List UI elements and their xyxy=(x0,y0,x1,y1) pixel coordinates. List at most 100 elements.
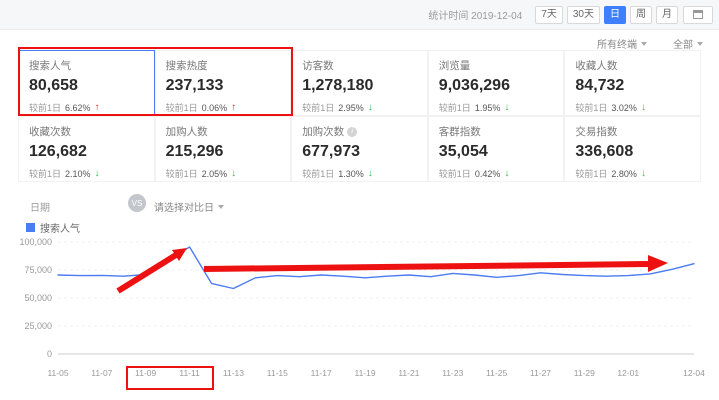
range-button-group: 7天 30天日周月 xyxy=(535,5,678,24)
metric-compare: 较前1日 1.95% ↓ xyxy=(438,102,510,113)
y-axis-tick-label: 100,000 xyxy=(19,237,52,247)
range-button-0[interactable]: 7天 xyxy=(535,5,563,24)
vs-badge: VS xyxy=(128,194,146,212)
series-line xyxy=(57,246,695,290)
down-arrow-icon: ↓ xyxy=(367,168,373,179)
metric-card-9[interactable]: 交易指数 336,608 较前1日 2.80% ↓ xyxy=(564,116,701,182)
range-button-2[interactable]: 日 xyxy=(604,5,626,24)
metric-value: 126,682 xyxy=(29,143,87,160)
up-arrow-icon: ↑ xyxy=(231,102,237,113)
chart-legend: 搜索人气 xyxy=(26,220,80,235)
legend-swatch-icon xyxy=(26,223,35,232)
range-button-1[interactable]: 30天 xyxy=(566,5,600,24)
metric-label: 加购人数 xyxy=(165,126,208,138)
trend-chart[interactable]: 0 25,000 50,000 75,000 100,000 11-05 11-07 11-0… xyxy=(8,232,712,392)
metric-compare: 较前1日 0.42% ↓ xyxy=(438,168,510,179)
line-chart-svg: 0 25,000 50,000 75,000 100,000 11-05 11-07 11-0… xyxy=(19,237,705,378)
metric-value: 80,658 xyxy=(29,77,78,94)
range-button-3[interactable]: 周 xyxy=(630,5,652,24)
metric-value: 35,054 xyxy=(438,143,488,160)
y-axis-tick-label: 50,000 xyxy=(24,293,52,303)
stat-time-label: 统计时间 2019-12-04 xyxy=(428,11,523,22)
x-axis-tick-label: 11-07 xyxy=(91,368,112,378)
down-arrow-icon: ↓ xyxy=(504,102,510,113)
metrics-grid: 搜索人气 80,658 较前1日 6.62% ↑ 搜索热度 237,133 较前1日 0.06%… xyxy=(18,50,701,182)
x-axis-tick-label: 12-04 xyxy=(683,368,705,378)
metric-value: 215,296 xyxy=(165,143,224,160)
down-arrow-icon: ↓ xyxy=(504,168,510,179)
up-arrow-icon: ↑ xyxy=(94,102,100,113)
y-axis-tick-label: 25,000 xyxy=(24,321,52,331)
metric-value: 237,133 xyxy=(165,77,224,94)
x-axis-tick-label: 11-19 xyxy=(354,368,375,378)
compare-date-dropdown[interactable]: 请选择对比日 xyxy=(154,199,224,214)
metric-value: 84,732 xyxy=(575,77,625,94)
metric-compare: 较前1日 2.80% ↓ xyxy=(575,168,646,179)
metric-compare: 较前1日 1.30% ↓ xyxy=(302,168,373,179)
date-picker-button[interactable] xyxy=(683,5,713,24)
topbar: 统计时间 2019-12-04 7天 30天日周月 xyxy=(0,0,719,30)
metric-label: 客群指数 xyxy=(438,126,481,138)
metric-card-6[interactable]: 加购人数 215,296 较前1日 2.05% ↓ xyxy=(154,116,292,182)
x-axis-tick-label: 12-01 xyxy=(617,368,639,378)
down-arrow-icon: ↓ xyxy=(640,168,646,179)
down-arrow-icon: ↓ xyxy=(640,102,646,113)
x-axis-tick-label: 11-09 xyxy=(135,368,156,378)
down-arrow-icon: ↓ xyxy=(231,168,237,179)
x-axis-tick-label: 11-15 xyxy=(267,368,288,378)
down-arrow-icon: ↓ xyxy=(367,102,373,113)
compare-date-label: 请选择对比日 xyxy=(154,203,214,214)
metric-card-8[interactable]: 客群指数 35,054 较前1日 0.42% ↓ xyxy=(427,116,565,182)
x-axis-tick-label: 11-23 xyxy=(442,368,463,378)
metric-label: 浏览量 xyxy=(438,60,471,72)
metric-card-2[interactable]: 访客数 1,278,180 较前1日 2.95% ↓ xyxy=(291,50,428,116)
metric-value: 336,608 xyxy=(575,143,634,160)
metric-card-1[interactable]: 搜索热度 237,133 较前1日 0.06% ↑ xyxy=(154,50,292,116)
chevron-down-icon xyxy=(218,204,224,209)
metric-label: 搜索热度 xyxy=(165,60,208,72)
x-axis-tick-label: 11-29 xyxy=(574,368,595,378)
metric-card-7[interactable]: 加购次数 i 677,973 较前1日 1.30% ↓ xyxy=(291,116,428,182)
scope-filter-dropdown[interactable]: 全部 xyxy=(673,36,703,51)
calendar-icon xyxy=(693,10,703,19)
metric-compare: 较前1日 3.02% ↓ xyxy=(575,102,646,113)
metric-compare: 较前1日 0.06% ↑ xyxy=(165,102,237,113)
x-axis-tick-label: 11-11 xyxy=(179,368,200,378)
metric-compare: 较前1日 6.62% ↑ xyxy=(29,102,100,113)
metric-label: 收藏人数 xyxy=(575,60,618,72)
filter-bar: 所有终端 全部 xyxy=(597,36,703,51)
chevron-down-icon xyxy=(697,41,703,46)
y-axis-tick-label: 75,000 xyxy=(24,265,52,275)
metric-label: 加购次数 i xyxy=(302,124,417,139)
metric-card-5[interactable]: 收藏次数 126,682 较前1日 2.10% ↓ xyxy=(18,116,155,182)
metric-value: 677,973 xyxy=(302,143,361,160)
metric-label: 访客数 xyxy=(302,60,334,72)
metric-label: 交易指数 xyxy=(575,126,618,138)
date-dimension-label: 日期 xyxy=(30,203,50,214)
metric-card-0[interactable]: 搜索人气 80,658 较前1日 6.62% ↑ xyxy=(18,50,155,116)
x-axis-tick-label: 11-05 xyxy=(47,368,68,378)
x-axis-tick-label: 11-21 xyxy=(398,368,419,378)
range-button-4[interactable]: 月 xyxy=(656,5,678,24)
x-axis-tick-label: 11-25 xyxy=(486,368,507,378)
metric-label: 搜索人气 xyxy=(29,60,71,72)
metric-compare: 较前1日 2.10% ↓ xyxy=(29,168,100,179)
x-axis-tick-label: 11-17 xyxy=(311,368,332,378)
metric-compare: 较前1日 2.05% ↓ xyxy=(165,168,237,179)
metric-card-4[interactable]: 收藏人数 84,732 较前1日 3.02% ↓ xyxy=(564,50,701,116)
terminal-filter-label: 所有终端 xyxy=(597,40,637,51)
x-axis-tick-label: 11-13 xyxy=(223,368,244,378)
down-arrow-icon: ↓ xyxy=(94,168,100,179)
metric-compare: 较前1日 2.95% ↓ xyxy=(302,102,373,113)
legend-series-label: 搜索人气 xyxy=(40,224,80,235)
metric-value: 9,036,296 xyxy=(438,77,510,94)
terminal-filter-dropdown[interactable]: 所有终端 xyxy=(597,36,647,51)
chevron-down-icon xyxy=(641,41,647,46)
x-axis-tick-label: 11-27 xyxy=(530,368,551,378)
info-icon[interactable]: i xyxy=(347,126,358,137)
metric-label: 收藏次数 xyxy=(29,126,71,138)
metric-value: 1,278,180 xyxy=(302,77,374,94)
metric-card-3[interactable]: 浏览量 9,036,296 较前1日 1.95% ↓ xyxy=(427,50,565,116)
scope-filter-label: 全部 xyxy=(673,40,693,51)
